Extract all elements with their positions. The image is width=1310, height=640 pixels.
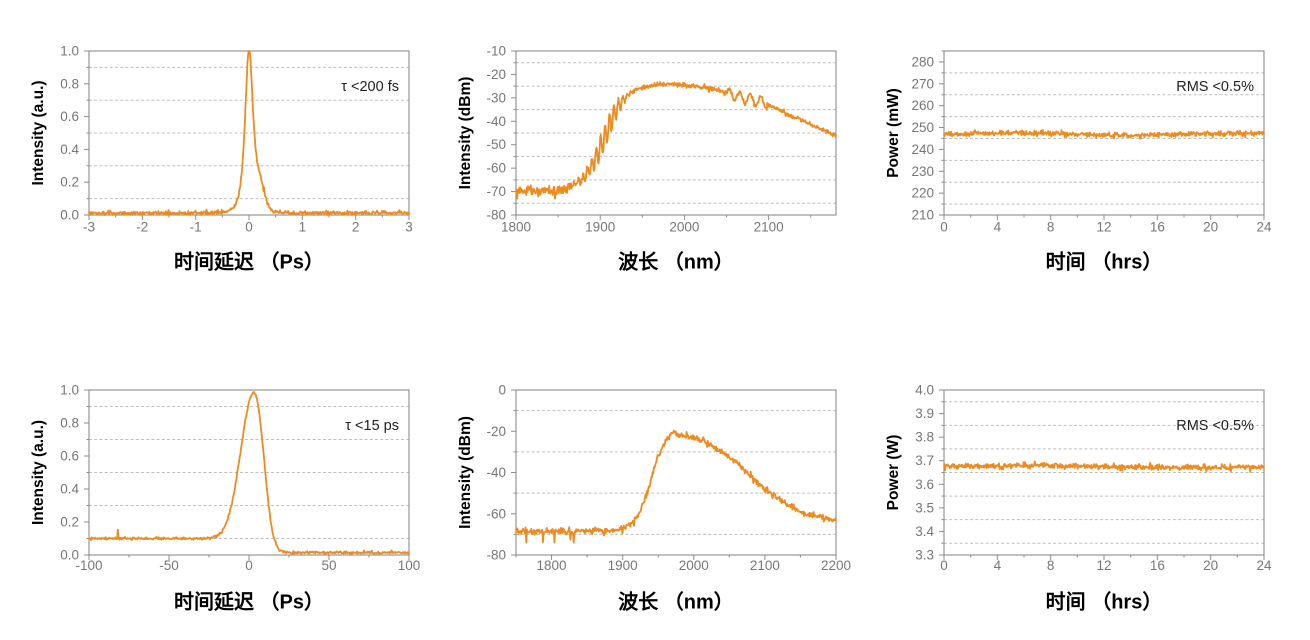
- svg-text:3.3: 3.3: [915, 548, 934, 563]
- svg-text:0.2: 0.2: [60, 515, 79, 530]
- svg-text:4: 4: [994, 220, 1002, 235]
- svg-text:波长 （nm）: 波长 （nm）: [618, 591, 734, 614]
- svg-text:-100: -100: [75, 558, 102, 573]
- svg-text:1900: 1900: [585, 220, 615, 235]
- svg-text:-1: -1: [190, 220, 202, 235]
- svg-text:-10: -10: [486, 44, 506, 59]
- svg-text:8: 8: [1047, 558, 1055, 573]
- svg-text:3.4: 3.4: [915, 524, 934, 539]
- svg-text:260: 260: [911, 98, 934, 113]
- svg-text:0.4: 0.4: [60, 482, 79, 497]
- svg-text:2100: 2100: [750, 558, 780, 573]
- svg-text:-20: -20: [486, 67, 506, 82]
- svg-text:240: 240: [911, 142, 934, 157]
- svg-text:1800: 1800: [537, 558, 567, 573]
- svg-text:24: 24: [1256, 220, 1272, 235]
- svg-text:1.0: 1.0: [60, 383, 79, 398]
- svg-text:100: 100: [398, 558, 421, 573]
- svg-text:-2: -2: [136, 220, 148, 235]
- svg-text:0.8: 0.8: [60, 76, 79, 91]
- svg-text:0: 0: [245, 558, 253, 573]
- svg-text:8: 8: [1047, 220, 1055, 235]
- svg-text:Intensity (dBm): Intensity (dBm): [457, 416, 474, 529]
- svg-text:时间 （hrs）: 时间 （hrs）: [1046, 251, 1163, 274]
- svg-text:270: 270: [911, 76, 934, 91]
- svg-text:-40: -40: [486, 114, 506, 129]
- svg-text:0.4: 0.4: [60, 142, 79, 157]
- svg-text:Power (mW): Power (mW): [885, 88, 902, 178]
- svg-text:3.7: 3.7: [915, 453, 934, 468]
- svg-text:20: 20: [1203, 220, 1218, 235]
- svg-text:时间延迟 （Ps）: 时间延迟 （Ps）: [174, 590, 324, 614]
- svg-text:τ <15 ps: τ <15 ps: [345, 418, 399, 434]
- svg-text:-80: -80: [486, 548, 506, 563]
- svg-text:-60: -60: [486, 506, 506, 521]
- svg-text:Intensity (a.u.): Intensity (a.u.): [30, 420, 47, 525]
- svg-text:20: 20: [1203, 558, 1218, 573]
- svg-text:Intensity (a.u.): Intensity (a.u.): [30, 80, 47, 185]
- svg-text:1: 1: [299, 220, 307, 235]
- svg-text:τ <200 fs: τ <200 fs: [341, 79, 399, 95]
- svg-text:16: 16: [1150, 558, 1165, 573]
- svg-text:0: 0: [940, 558, 948, 573]
- svg-text:3.5: 3.5: [915, 500, 934, 515]
- svg-text:RMS <0.5%: RMS <0.5%: [1176, 79, 1254, 95]
- svg-text:12: 12: [1096, 558, 1111, 573]
- svg-text:16: 16: [1150, 220, 1165, 235]
- svg-text:1900: 1900: [608, 558, 638, 573]
- svg-text:250: 250: [911, 120, 934, 135]
- svg-text:12: 12: [1096, 220, 1111, 235]
- svg-text:50: 50: [321, 558, 336, 573]
- svg-text:-60: -60: [486, 161, 506, 176]
- svg-text:280: 280: [911, 54, 934, 69]
- svg-text:波长 （nm）: 波长 （nm）: [618, 251, 734, 274]
- svg-text:0.6: 0.6: [60, 109, 79, 124]
- svg-text:-40: -40: [486, 465, 506, 480]
- svg-text:2: 2: [352, 220, 360, 235]
- svg-text:-50: -50: [486, 137, 506, 152]
- svg-text:-3: -3: [83, 220, 95, 235]
- svg-text:0: 0: [940, 220, 948, 235]
- svg-text:3: 3: [405, 220, 413, 235]
- svg-text:-70: -70: [486, 184, 506, 199]
- svg-text:3.8: 3.8: [915, 430, 934, 445]
- svg-text:220: 220: [911, 186, 934, 201]
- svg-text:-20: -20: [486, 424, 506, 439]
- svg-text:0.0: 0.0: [60, 208, 79, 223]
- svg-text:0.2: 0.2: [60, 175, 79, 190]
- svg-text:4: 4: [994, 558, 1002, 573]
- svg-text:Intensity (dBm): Intensity (dBm): [457, 77, 474, 190]
- svg-text:3.9: 3.9: [915, 406, 934, 421]
- svg-text:2200: 2200: [821, 558, 851, 573]
- svg-text:Power (W): Power (W): [885, 435, 902, 511]
- svg-text:0.6: 0.6: [60, 449, 79, 464]
- svg-text:1800: 1800: [501, 220, 531, 235]
- svg-text:1.0: 1.0: [60, 44, 79, 59]
- svg-text:0: 0: [498, 383, 506, 398]
- svg-text:2000: 2000: [679, 558, 709, 573]
- svg-text:210: 210: [911, 208, 934, 223]
- svg-text:3.6: 3.6: [915, 477, 934, 492]
- svg-text:-50: -50: [159, 558, 179, 573]
- svg-text:24: 24: [1256, 558, 1272, 573]
- svg-text:4.0: 4.0: [915, 383, 934, 398]
- svg-text:2000: 2000: [669, 220, 699, 235]
- svg-text:230: 230: [911, 164, 934, 179]
- svg-text:时间延迟 （Ps）: 时间延迟 （Ps）: [174, 250, 324, 274]
- svg-text:时间 （hrs）: 时间 （hrs）: [1046, 591, 1163, 614]
- svg-text:RMS <0.5%: RMS <0.5%: [1176, 418, 1254, 434]
- svg-text:2100: 2100: [754, 220, 784, 235]
- svg-text:-30: -30: [486, 90, 506, 105]
- svg-text:0.8: 0.8: [60, 416, 79, 431]
- svg-text:0: 0: [245, 220, 253, 235]
